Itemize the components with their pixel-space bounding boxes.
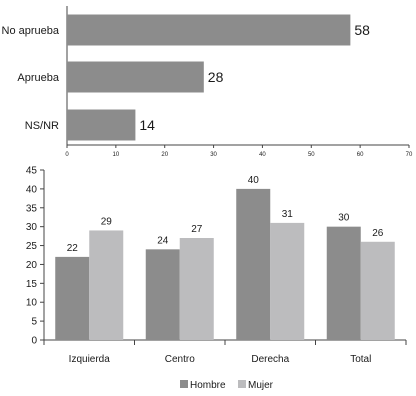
- data-label: 30: [338, 213, 350, 224]
- category-label: Aprueba: [17, 72, 59, 84]
- x-tick-label: 0: [65, 152, 69, 158]
- y-tick-label: 30: [26, 222, 38, 233]
- legend-swatch-hombre: [180, 380, 188, 388]
- data-label: 58: [354, 22, 370, 38]
- y-tick-label: 15: [26, 279, 38, 290]
- x-tick-label: 20: [161, 152, 168, 158]
- y-tick-label: 45: [26, 166, 38, 177]
- legend-label: Mujer: [248, 380, 274, 391]
- y-tick-label: 5: [31, 317, 37, 328]
- ideology-grouped-bar-chart: 0 5 10 15 20 25 30 35 40 45 22 29 Izquierda 24 27 Centr…: [26, 166, 407, 391]
- bar-hombre: [236, 188, 271, 340]
- y-tick-label: 35: [26, 203, 38, 214]
- data-label: 22: [67, 243, 79, 254]
- data-label: 31: [282, 209, 294, 220]
- x-tick-label: 40: [259, 152, 266, 158]
- data-label: 27: [191, 224, 203, 235]
- data-label: 28: [208, 69, 224, 85]
- y-tick-label: 40: [26, 184, 38, 195]
- category-label: Izquierda: [69, 354, 111, 365]
- legend-swatch-mujer: [238, 380, 246, 388]
- data-label: 40: [248, 175, 260, 186]
- data-label: 14: [139, 117, 155, 133]
- category-label: NS/NR: [25, 120, 59, 132]
- bar-mujer: [360, 241, 395, 340]
- bar-mujer: [89, 230, 124, 340]
- bar: [67, 109, 136, 141]
- data-label: 29: [101, 216, 113, 227]
- category-label: Derecha: [251, 354, 289, 365]
- bar: [67, 14, 351, 46]
- x-tick-label: 70: [406, 152, 413, 158]
- category-label: Centro: [165, 354, 195, 365]
- bar-mujer: [179, 238, 214, 340]
- x-tick-label: 10: [113, 152, 120, 158]
- bar-hombre: [326, 226, 361, 340]
- y-tick-label: 20: [26, 260, 38, 271]
- bar-hombre: [55, 256, 90, 340]
- y-tick-label: 0: [31, 336, 37, 347]
- approval-bar-chart: 0 10 20 30 40 50 60 70 No aprueba 58 Aprueba 28 NS/N…: [2, 6, 413, 158]
- category-label: Total: [350, 354, 371, 365]
- legend-label: Hombre: [190, 380, 226, 391]
- x-tick-label: 50: [308, 152, 315, 158]
- bar: [67, 61, 204, 93]
- data-label: 24: [157, 235, 169, 246]
- data-label: 26: [372, 228, 384, 239]
- x-tick-label: 60: [357, 152, 364, 158]
- bar-mujer: [270, 222, 305, 340]
- category-label: No aprueba: [2, 25, 60, 37]
- x-tick-label: 30: [210, 152, 217, 158]
- bar-hombre: [145, 249, 180, 340]
- y-tick-label: 10: [26, 298, 38, 309]
- y-tick-label: 25: [26, 241, 38, 252]
